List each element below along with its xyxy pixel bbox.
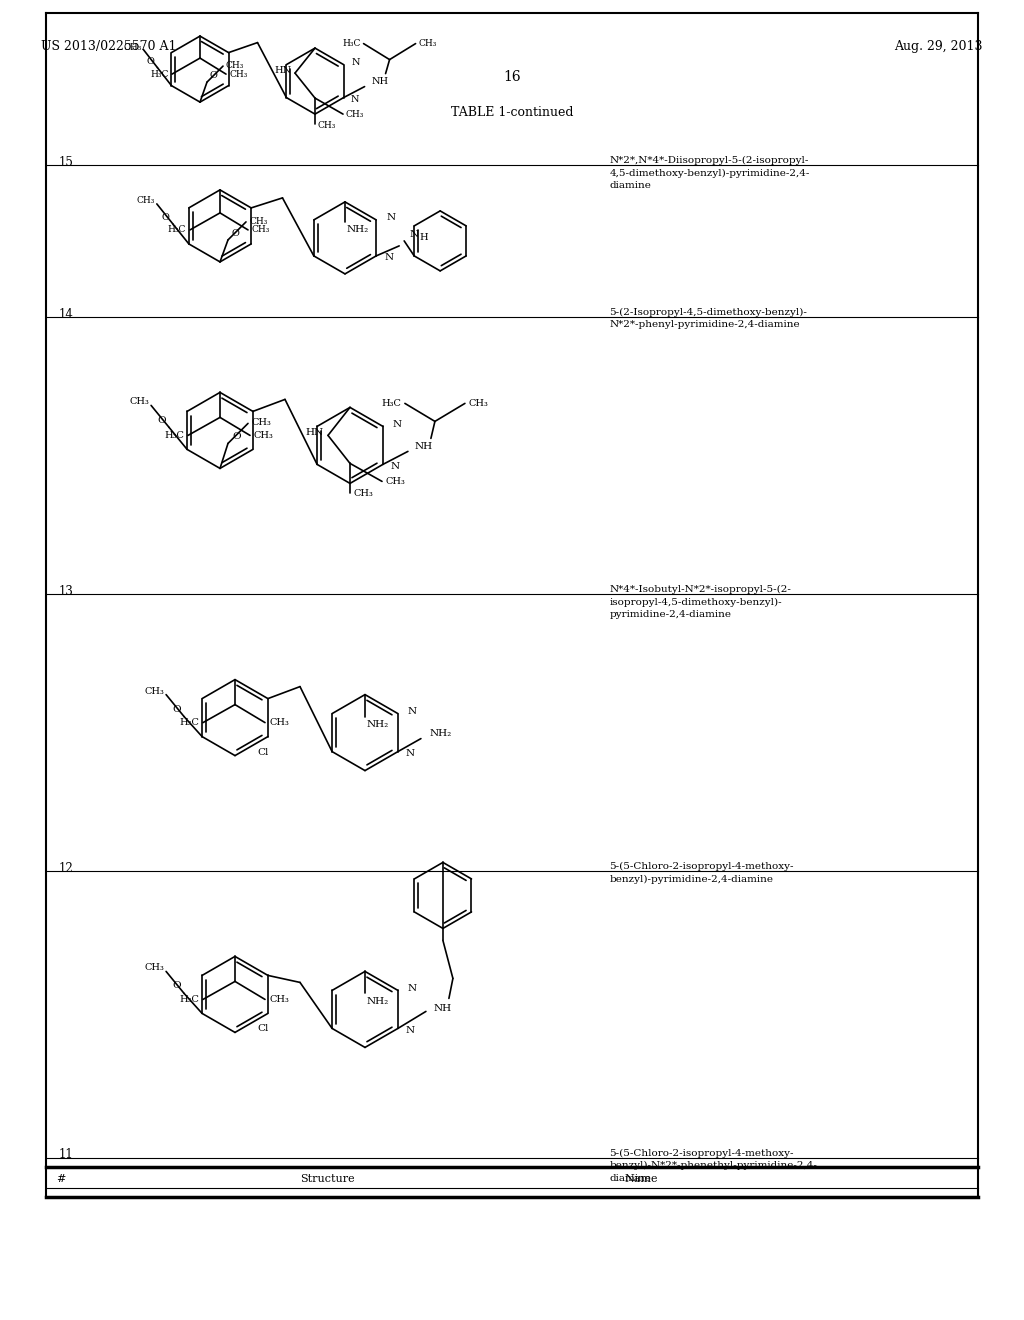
Text: TABLE 1-continued: TABLE 1-continued xyxy=(451,106,573,119)
Text: CH₃: CH₃ xyxy=(346,110,365,119)
Text: 12: 12 xyxy=(58,862,73,875)
Text: Name: Name xyxy=(625,1173,658,1184)
Text: N: N xyxy=(393,420,402,429)
Text: Cl: Cl xyxy=(257,1024,268,1034)
Text: HN: HN xyxy=(306,429,324,437)
Text: CH₃: CH₃ xyxy=(419,40,437,48)
Text: O: O xyxy=(210,71,218,81)
Text: 5-(5-Chloro-2-isopropyl-4-methoxy-
benzyl)-N*2*-phenethyl-pyrimidine-2,4-
diamin: 5-(5-Chloro-2-isopropyl-4-methoxy- benzy… xyxy=(609,1148,817,1183)
Text: CH₃: CH₃ xyxy=(354,490,374,499)
Text: H₃C: H₃C xyxy=(381,399,401,408)
Text: N: N xyxy=(408,983,417,993)
Text: NH: NH xyxy=(434,1005,452,1012)
Text: 14: 14 xyxy=(58,308,74,321)
Text: O: O xyxy=(232,228,240,238)
Text: NH₂: NH₂ xyxy=(367,997,389,1006)
Text: CH₃: CH₃ xyxy=(144,686,164,696)
Text: 16: 16 xyxy=(503,70,521,83)
Text: H₃C: H₃C xyxy=(164,430,184,440)
Text: CH₃: CH₃ xyxy=(144,964,164,973)
Text: CH₃: CH₃ xyxy=(469,399,488,408)
Text: CH₃: CH₃ xyxy=(386,477,406,486)
Text: N*4*-Isobutyl-N*2*-isopropyl-5-(2-
isopropyl-4,5-dimethoxy-benzyl)-
pyrimidine-2: N*4*-Isobutyl-N*2*-isopropyl-5-(2- isopr… xyxy=(609,585,792,619)
Text: N: N xyxy=(384,253,393,263)
Text: N*2*,N*4*-Diisopropyl-5-(2-isopropyl-
4,5-dimethoxy-benzyl)-pyrimidine-2,4-
diam: N*2*,N*4*-Diisopropyl-5-(2-isopropyl- 4,… xyxy=(609,156,810,190)
Text: H₃C: H₃C xyxy=(168,226,186,235)
Text: 13: 13 xyxy=(58,585,74,598)
Text: H₃C: H₃C xyxy=(179,718,199,727)
Text: 5-(2-Isopropyl-4,5-dimethoxy-benzyl)-
N*2*-phenyl-pyrimidine-2,4-diamine: 5-(2-Isopropyl-4,5-dimethoxy-benzyl)- N*… xyxy=(609,308,807,329)
Text: NH: NH xyxy=(415,442,433,451)
Text: 15: 15 xyxy=(58,156,74,169)
Text: CH₃: CH₃ xyxy=(226,61,245,70)
Text: N: N xyxy=(406,748,415,758)
Text: Cl: Cl xyxy=(257,747,268,756)
Text: N: N xyxy=(351,58,360,67)
Text: CH₃: CH₃ xyxy=(123,42,141,51)
Text: CH₃: CH₃ xyxy=(250,216,268,226)
Text: N: N xyxy=(408,708,417,715)
Text: Aug. 29, 2013: Aug. 29, 2013 xyxy=(895,40,983,53)
Text: H₃C: H₃C xyxy=(151,70,169,79)
Text: O: O xyxy=(172,705,181,714)
Text: CH₃: CH₃ xyxy=(254,430,273,440)
Text: H₃C: H₃C xyxy=(179,995,199,1005)
Text: O: O xyxy=(232,433,241,441)
Text: NH₂: NH₂ xyxy=(347,226,370,235)
Text: O: O xyxy=(146,57,155,66)
Text: 11: 11 xyxy=(58,1148,73,1162)
Text: O: O xyxy=(162,213,170,222)
Text: N: N xyxy=(391,462,400,471)
Text: NH: NH xyxy=(372,77,389,86)
Text: #: # xyxy=(56,1173,66,1184)
Text: CH₃: CH₃ xyxy=(129,397,150,407)
Text: CH₃: CH₃ xyxy=(318,121,336,131)
Text: CH₃: CH₃ xyxy=(252,226,270,235)
Text: N: N xyxy=(410,230,418,239)
Text: HN: HN xyxy=(274,66,292,75)
Text: NH₂: NH₂ xyxy=(430,729,453,738)
Text: N: N xyxy=(406,1026,415,1035)
Text: NH₂: NH₂ xyxy=(367,721,389,729)
Text: N: N xyxy=(386,214,395,222)
Text: CH₃: CH₃ xyxy=(269,718,289,727)
Text: CH₃: CH₃ xyxy=(269,995,289,1005)
Text: 5-(5-Chloro-2-isopropyl-4-methoxy-
benzyl)-pyrimidine-2,4-diamine: 5-(5-Chloro-2-isopropyl-4-methoxy- benzy… xyxy=(609,862,794,884)
Text: US 2013/0225570 A1: US 2013/0225570 A1 xyxy=(41,40,176,53)
Text: H₃C: H₃C xyxy=(342,40,360,48)
Text: CH₃: CH₃ xyxy=(252,418,272,428)
Text: N: N xyxy=(350,95,359,104)
Text: H: H xyxy=(420,232,428,242)
Text: O: O xyxy=(158,416,166,425)
Text: CH₃: CH₃ xyxy=(229,70,248,79)
Text: CH₃: CH₃ xyxy=(136,195,155,205)
Text: Structure: Structure xyxy=(300,1173,355,1184)
Text: O: O xyxy=(172,982,181,990)
